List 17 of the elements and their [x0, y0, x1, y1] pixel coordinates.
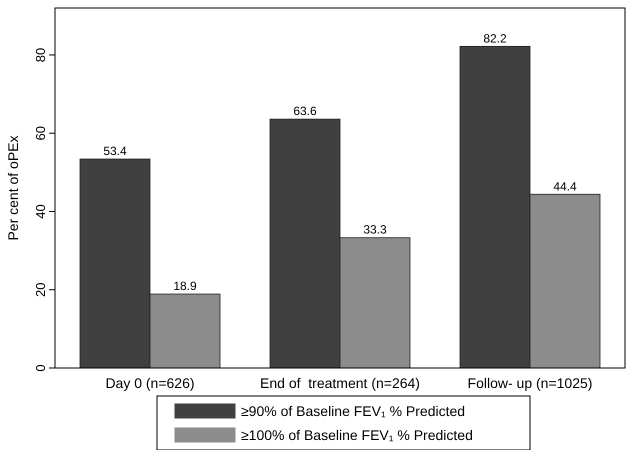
y-tick-label: 80: [33, 48, 48, 62]
y-tick-label: 0: [33, 364, 48, 372]
x-tick-label: Follow- up (n=1025): [468, 375, 592, 391]
x-tick-label: Day 0 (n=626): [105, 375, 195, 391]
legend-label: ≥90% of Baseline FEV₁ % Predicted: [241, 403, 466, 419]
data-label: 18.9: [173, 279, 197, 294]
y-tick-label: 60: [33, 126, 48, 140]
legend-label: ≥100% of Baseline FEV₁ % Predicted: [241, 427, 473, 443]
y-tick-label: 20: [33, 282, 48, 297]
data-label: 63.6: [293, 104, 317, 118]
y-tick-label: 40: [33, 204, 48, 219]
data-label: 44.4: [553, 179, 577, 194]
data-label: 53.4: [103, 144, 127, 158]
y-axis-title: Per cent of oPEx: [5, 135, 21, 241]
data-label: 33.3: [363, 222, 387, 237]
x-tick-label: End of treatment (n=264): [260, 375, 420, 391]
data-label: 82.2: [483, 31, 507, 46]
